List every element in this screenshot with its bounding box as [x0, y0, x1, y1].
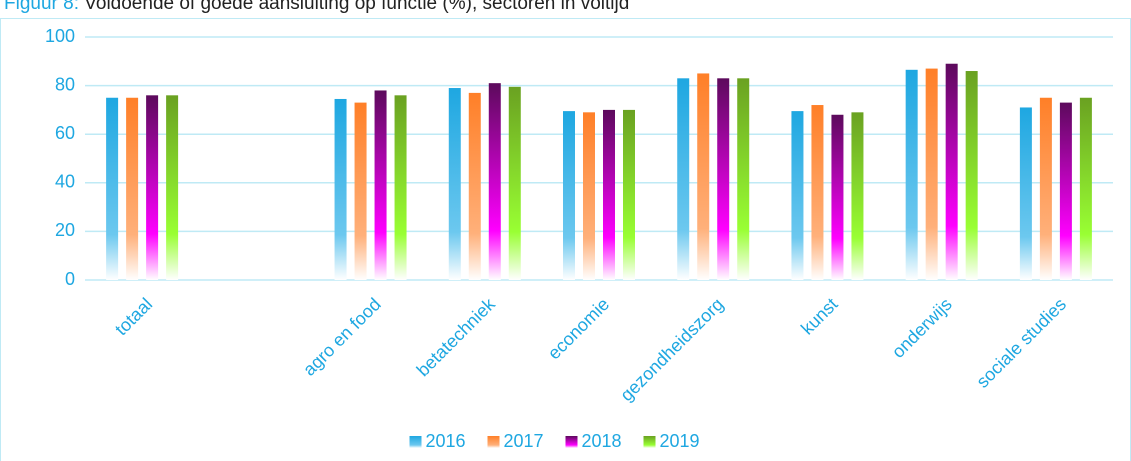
bar	[811, 105, 824, 280]
legend-label: 2017	[504, 431, 544, 451]
bar	[603, 109, 615, 281]
legend-swatch	[565, 436, 578, 448]
x-tick-label: agro en food	[299, 294, 385, 380]
legend-swatch	[409, 436, 422, 448]
title-text: Voldoende of goede aansluiting op functi…	[84, 0, 629, 14]
bar	[106, 97, 119, 280]
x-tick-label: onderwijs	[888, 294, 956, 362]
bar	[563, 111, 575, 281]
bar	[448, 88, 461, 280]
bar	[1059, 102, 1072, 280]
x-tick-label: totaal	[111, 294, 156, 339]
bar	[905, 69, 918, 281]
bar	[1019, 107, 1032, 280]
bar	[488, 83, 501, 280]
x-tick-label: sociale studies	[972, 294, 1070, 392]
x-tick-label: economie	[544, 294, 613, 363]
x-tick-label: gezondheidszorg	[616, 294, 727, 405]
chart-title: Figuur 8: Voldoende of goede aansluiting…	[4, 0, 629, 14]
bar	[965, 71, 978, 281]
bar	[468, 92, 481, 280]
y-tick-label: 0	[65, 269, 75, 289]
bar	[851, 112, 864, 280]
y-tick-label: 100	[45, 26, 75, 46]
bar	[374, 90, 387, 281]
bar	[717, 78, 730, 280]
bar	[623, 109, 635, 281]
bar	[508, 86, 521, 280]
bar	[737, 78, 750, 280]
bar	[354, 102, 367, 280]
legend-swatch	[487, 436, 500, 448]
x-tick-label: betatechniek	[413, 293, 500, 380]
bar	[166, 95, 179, 280]
bar	[945, 63, 958, 281]
bar	[831, 114, 844, 280]
y-tick-label: 60	[55, 123, 75, 143]
bar	[334, 98, 347, 280]
y-tick-label: 80	[55, 74, 75, 94]
bar	[791, 111, 804, 281]
bar	[394, 95, 407, 280]
legend-label: 2016	[426, 431, 466, 451]
legend-swatch	[643, 436, 656, 448]
legend-label: 2019	[660, 431, 700, 451]
bar	[925, 68, 938, 280]
bar	[583, 112, 595, 280]
bar	[677, 78, 690, 280]
legend-label: 2018	[582, 431, 622, 451]
bar	[1079, 97, 1092, 280]
figure-label: Figuur 8:	[4, 0, 79, 14]
x-tick-label: kunst	[797, 294, 842, 339]
y-tick-label: 40	[55, 172, 75, 192]
bar	[146, 95, 159, 280]
bar	[697, 73, 710, 280]
bar	[126, 97, 139, 280]
bar	[1039, 97, 1052, 280]
y-tick-label: 20	[55, 220, 75, 240]
